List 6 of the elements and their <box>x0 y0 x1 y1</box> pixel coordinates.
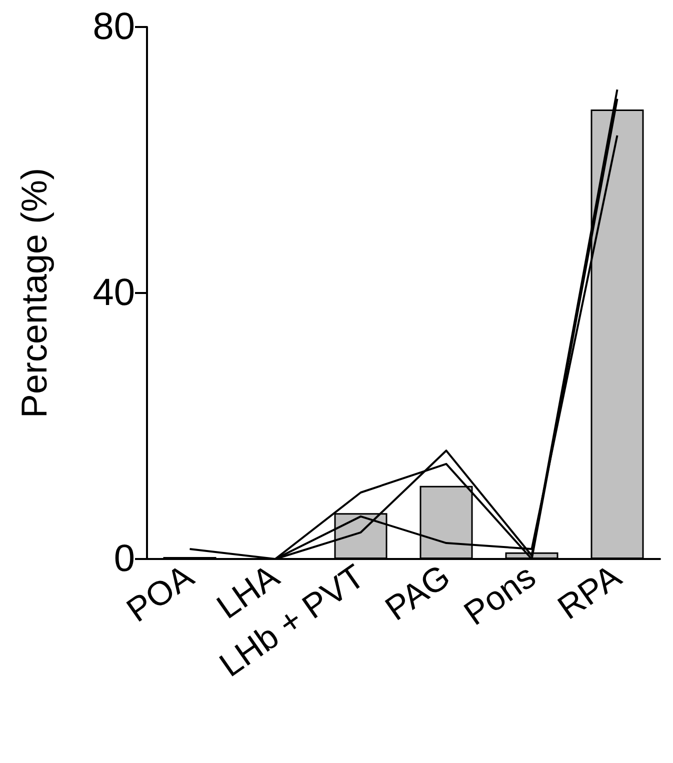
x-tick-label: PAG <box>378 557 458 628</box>
x-tick-label: Pons <box>457 557 543 634</box>
y-tick-label: 40 <box>92 272 135 314</box>
y-tick-label: 80 <box>92 6 135 48</box>
y-axis-title: Percentage (%) <box>14 168 54 418</box>
x-tick-label: RPA <box>551 557 628 628</box>
